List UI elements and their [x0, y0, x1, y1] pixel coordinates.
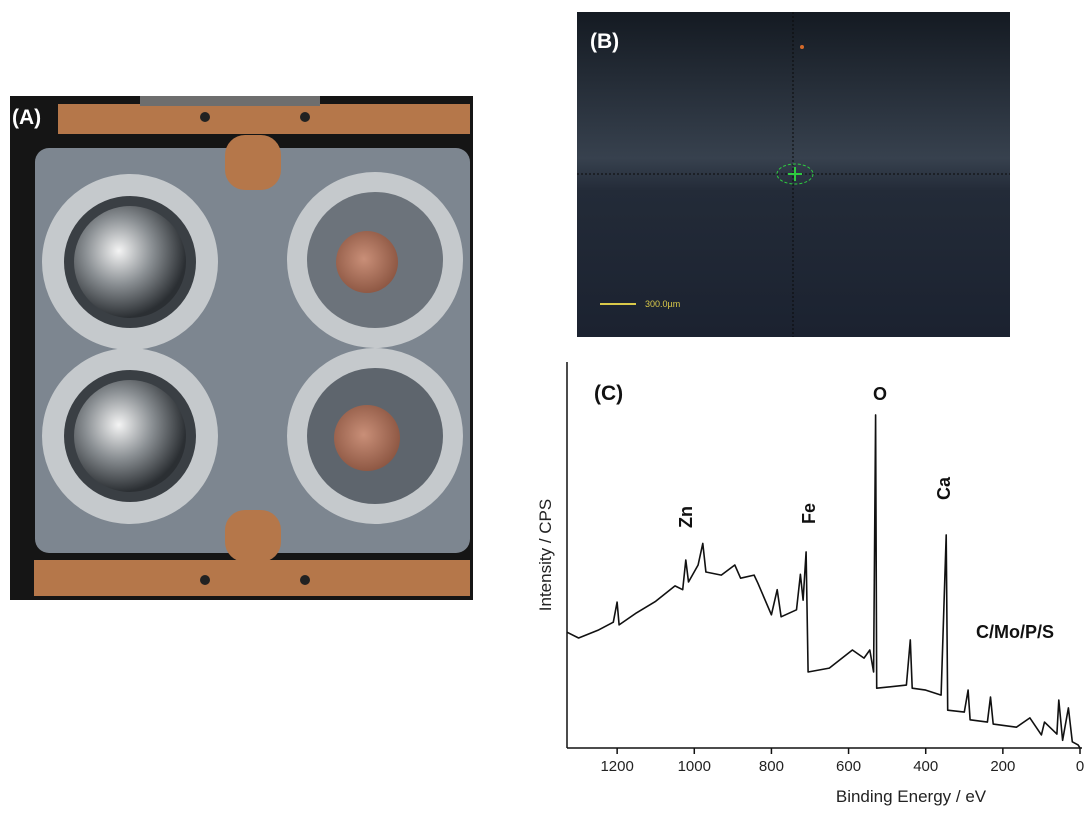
x-tick-label: 1200: [600, 758, 633, 775]
peak-annotation: O: [873, 384, 887, 404]
x-tick-label: 200: [990, 758, 1015, 775]
photo-a: [10, 96, 473, 600]
x-tick-label: 1000: [678, 758, 711, 775]
peak-annotation: C/Mo/P/S: [976, 622, 1054, 642]
figure: (A) (B) 300.0µm (C) Binding Energy / eV …: [0, 0, 1085, 809]
x-tick-label: 600: [836, 758, 861, 775]
spectrum-line: [567, 415, 1080, 748]
x-tick-label: 400: [913, 758, 938, 775]
x-axis-title: Binding Energy / eV: [836, 787, 987, 806]
panel-label: (C): [594, 382, 623, 405]
page: (A) (B) 300.0µm (C) Binding Energy / eV …: [0, 0, 1085, 809]
panel-label: (B): [590, 30, 619, 53]
x-tick-label: 0: [1076, 758, 1084, 775]
peak-annotation: Zn: [676, 506, 696, 528]
x-tick-label: 800: [759, 758, 784, 775]
photo-b: [577, 12, 1010, 337]
peak-annotation: Ca: [934, 476, 954, 500]
panel-label: (A): [12, 106, 41, 129]
y-axis-title: Intensity / CPS: [536, 499, 555, 611]
scale-bar-label: 300.0µm: [645, 299, 680, 309]
peak-annotation: Fe: [799, 503, 819, 524]
